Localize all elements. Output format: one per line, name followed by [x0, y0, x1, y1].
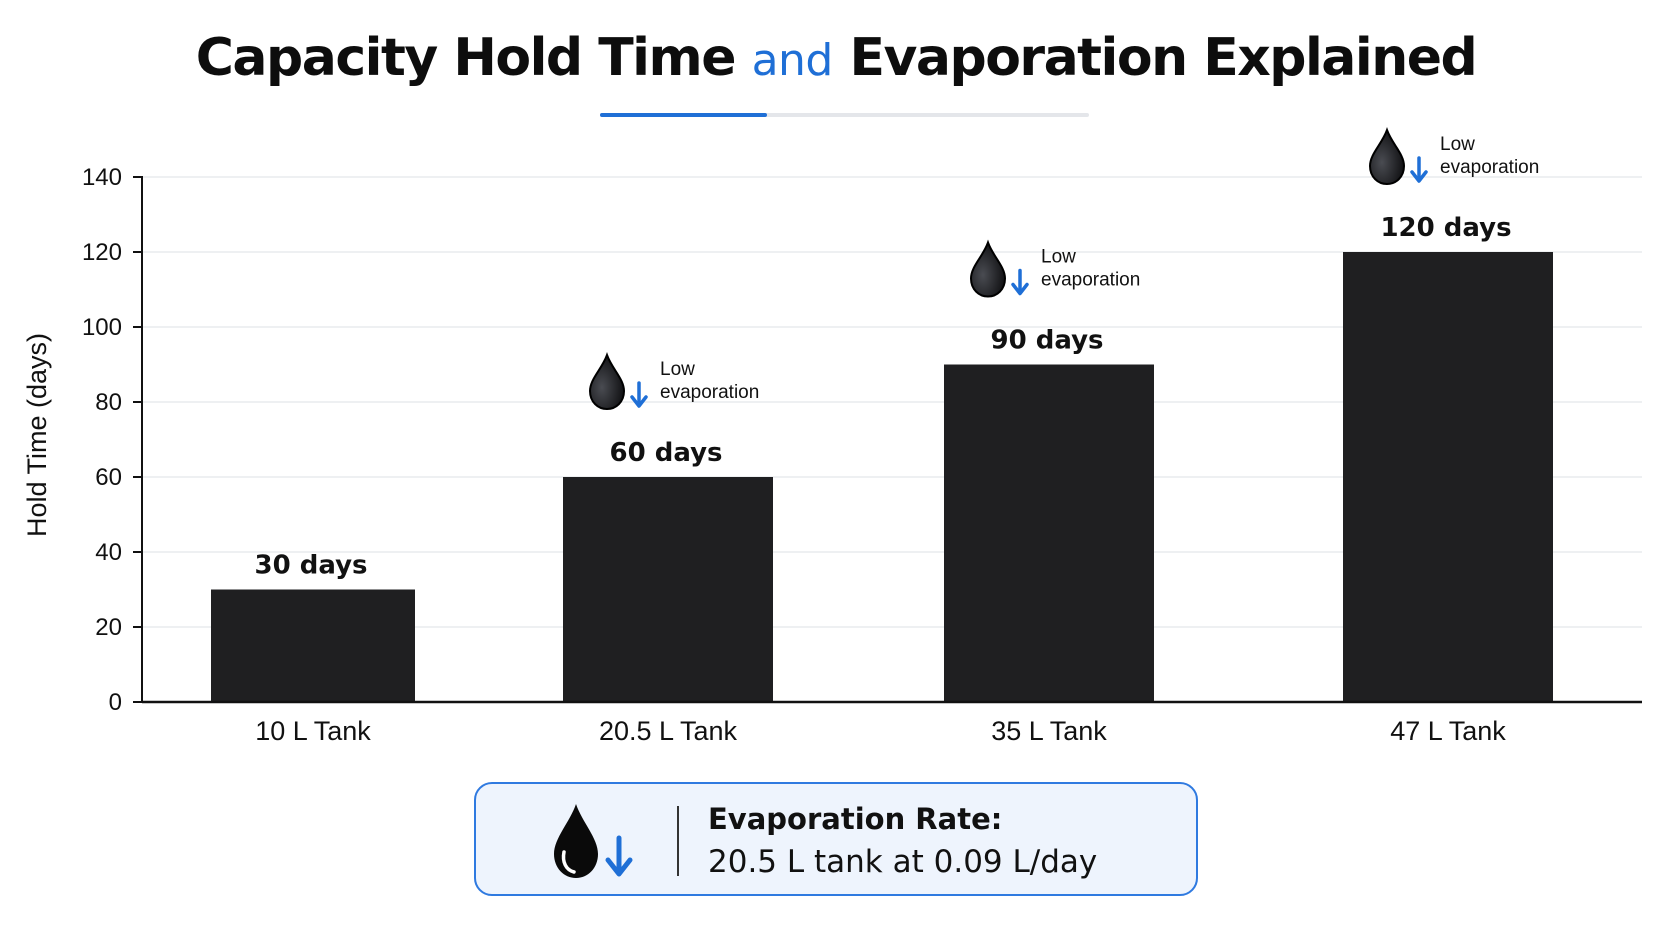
bar — [563, 477, 773, 702]
bar — [944, 364, 1154, 702]
callout-text: 20.5 L tank at 0.09 L/day — [708, 844, 1098, 880]
water-drop-icon — [588, 352, 626, 411]
x-category-label: 10 L Tank — [255, 716, 371, 746]
bar — [211, 589, 415, 702]
title-underline — [600, 113, 1089, 117]
annotation-line-2: evaporation — [660, 382, 759, 403]
bar-value-label: 120 days — [1380, 213, 1511, 243]
callout-heading: Evaporation Rate: — [708, 802, 1003, 836]
y-axis-ticks: 0 20 40 60 80 100 120 140 — [82, 164, 142, 716]
arrow-down-icon — [1011, 268, 1029, 296]
x-category-label: 35 L Tank — [991, 716, 1107, 746]
callout-divider — [677, 806, 679, 876]
y-tick-label: 60 — [95, 464, 122, 491]
chart-title: Capacity Hold Time and Evaporation Expla… — [0, 28, 1672, 88]
y-tick-label: 0 — [109, 689, 122, 716]
title-part-2: Evaporation Explained — [849, 28, 1477, 88]
annotation-line-1: Low — [660, 359, 695, 380]
bar-chart: 0 20 40 60 80 100 120 140 30 days 60 days 90 days… — [22, 127, 1642, 746]
water-drop-icon — [969, 239, 1007, 298]
bar — [1343, 252, 1553, 702]
y-tick-label: 80 — [95, 389, 122, 416]
bar-value-label: 90 days — [990, 326, 1103, 356]
water-drop-icon — [1368, 127, 1406, 186]
annotation-line-1: Low — [1440, 134, 1475, 155]
arrow-down-icon — [630, 381, 648, 408]
annotation-line-2: evaporation — [1041, 270, 1140, 291]
y-tick-label: 20 — [95, 614, 122, 641]
y-tick-label: 100 — [82, 314, 122, 341]
bars — [211, 252, 1553, 702]
x-category-label: 47 L Tank — [1390, 716, 1506, 746]
title-accent: and — [751, 35, 834, 86]
annotations: LowevaporationLowevaporationLowevaporati… — [588, 127, 1539, 411]
bar-value-label: 60 days — [609, 438, 722, 468]
title-underline-accent — [600, 113, 767, 117]
water-drop-down-icon — [554, 804, 633, 878]
y-tick-label: 120 — [82, 239, 122, 266]
bar-value-label: 30 days — [254, 551, 367, 581]
x-axis-categories: 10 L Tank 20.5 L Tank 35 L Tank 47 L Tank — [255, 716, 1506, 746]
title-part-1: Capacity Hold Time — [195, 28, 737, 88]
bar-labels: 30 days 60 days 90 days 120 days — [254, 213, 1511, 581]
y-axis-label: Hold Time (days) — [22, 333, 52, 537]
arrow-down-icon — [1410, 156, 1428, 183]
evaporation-rate-callout: Evaporation Rate: 20.5 L tank at 0.09 L/… — [474, 782, 1198, 896]
y-tick-label: 140 — [82, 164, 122, 191]
x-category-label: 20.5 L Tank — [599, 716, 738, 746]
y-tick-label: 40 — [95, 539, 122, 566]
annotation-line-1: Low — [1041, 247, 1076, 268]
annotation-line-2: evaporation — [1440, 157, 1539, 178]
